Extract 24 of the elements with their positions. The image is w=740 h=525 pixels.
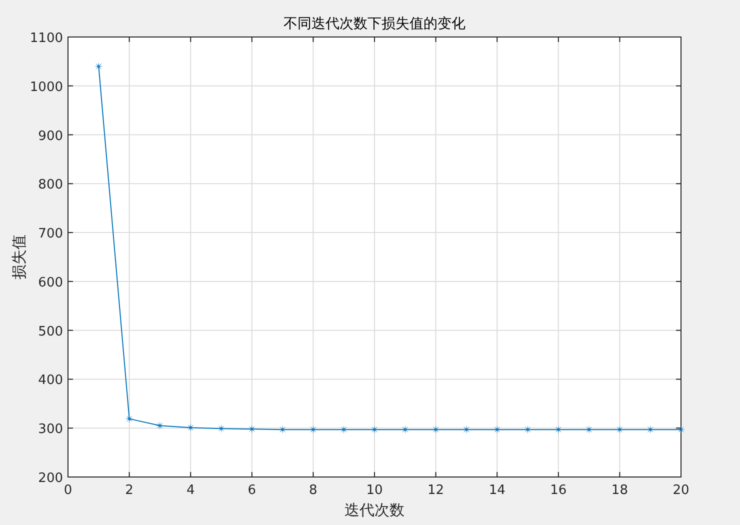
x-axis-title: 迭代次数	[344, 501, 404, 519]
x-tick-label: 0	[64, 483, 72, 498]
x-tick-label: 14	[488, 483, 506, 498]
y-tick-label: 600	[38, 275, 63, 290]
x-tick-label: 6	[248, 483, 256, 498]
y-tick-label: 1100	[30, 31, 63, 46]
x-tick-label: 18	[611, 483, 628, 498]
y-tick-label: 300	[38, 422, 63, 438]
x-tick-label: 10	[366, 483, 383, 498]
y-tick-label: 800	[38, 178, 63, 193]
y-tick-label: 400	[38, 373, 63, 388]
x-tick-label: 20	[672, 483, 690, 498]
chart-title: 不同迭代次数下损失值的变化	[284, 16, 466, 32]
y-tick-label: 200	[38, 471, 63, 486]
y-tick-label: 700	[38, 226, 63, 242]
y-tick-label: 500	[38, 324, 63, 340]
y-tick-label: 1000	[30, 80, 63, 95]
y-tick-label: 900	[38, 128, 63, 144]
x-tick-label: 12	[428, 483, 444, 498]
x-tick-label: 4	[186, 483, 195, 498]
x-tick-label: 16	[550, 483, 567, 498]
x-tick-label: 8	[309, 483, 318, 498]
y-axis-title: 损失值	[10, 234, 28, 280]
x-tick-label: 2	[125, 483, 134, 498]
